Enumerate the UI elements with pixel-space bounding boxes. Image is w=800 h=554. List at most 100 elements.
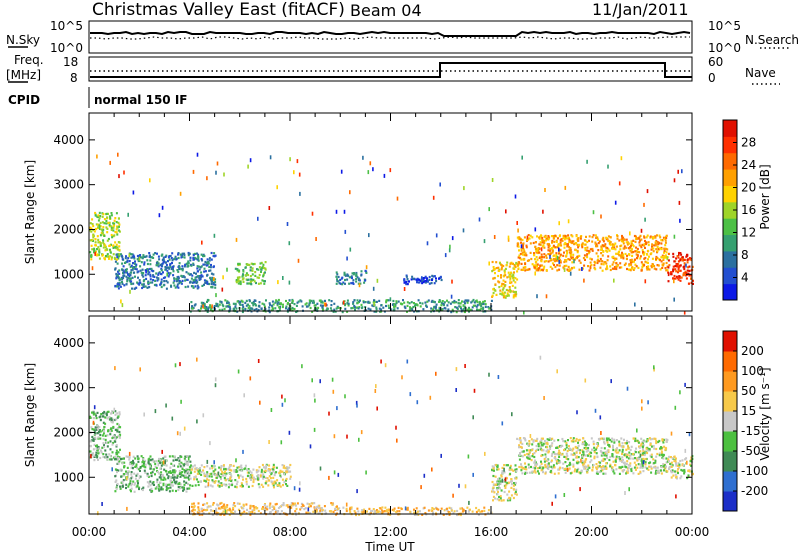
scatter-cell bbox=[641, 266, 644, 269]
scatter-cell bbox=[473, 301, 476, 304]
scatter-cell bbox=[104, 416, 107, 419]
scatter-cell bbox=[500, 276, 502, 279]
scatter-cell bbox=[654, 244, 657, 247]
scatter-cell bbox=[157, 277, 160, 280]
scatter-cell bbox=[642, 251, 644, 254]
scatter-cell bbox=[173, 469, 176, 472]
scatter-cell bbox=[210, 282, 213, 285]
scatter-cell bbox=[286, 484, 289, 487]
scatter-cell bbox=[184, 470, 187, 473]
scatter-cell bbox=[174, 476, 177, 480]
scatter-cell bbox=[531, 448, 534, 452]
scatter-cell bbox=[543, 457, 546, 461]
scatter-cell bbox=[542, 269, 545, 272]
scatter-cell bbox=[364, 279, 367, 282]
scatter-cell bbox=[600, 248, 603, 251]
scatter-cell bbox=[641, 263, 644, 266]
scatter-cell bbox=[190, 264, 193, 267]
scatter-cell bbox=[111, 436, 114, 440]
scatter-cell bbox=[211, 467, 214, 470]
scatter-noise bbox=[179, 191, 182, 196]
scatter-cell bbox=[184, 459, 187, 462]
scatter-cell bbox=[197, 286, 200, 289]
scatter-cell bbox=[576, 462, 579, 465]
scatter-cell bbox=[581, 443, 584, 446]
scatter-cell bbox=[244, 274, 247, 277]
scatter-cell bbox=[687, 258, 690, 261]
scatter-cell bbox=[241, 310, 244, 314]
scatter-cell bbox=[370, 510, 372, 513]
scatter-noise bbox=[367, 170, 370, 175]
scatter-cell bbox=[645, 236, 648, 239]
scatter-cell bbox=[295, 304, 298, 307]
scatter-cell bbox=[181, 252, 184, 255]
scatter-cell bbox=[602, 457, 605, 461]
scatter-cell bbox=[234, 305, 237, 309]
scatter-cell bbox=[546, 446, 549, 449]
scatter-cell bbox=[178, 279, 181, 283]
scatter-cell bbox=[202, 503, 205, 506]
scatter-cell bbox=[244, 464, 247, 467]
scatter-cell bbox=[192, 256, 195, 259]
scatter-cell bbox=[176, 276, 179, 279]
scatter-cell bbox=[587, 252, 590, 255]
scatter-cell bbox=[252, 301, 255, 304]
scatter-cell bbox=[101, 215, 104, 218]
scatter-cell bbox=[270, 309, 273, 312]
scatter-cell bbox=[335, 307, 338, 310]
scatter-cell bbox=[529, 251, 532, 254]
scatter-cell bbox=[197, 309, 200, 312]
scatter-cell bbox=[318, 504, 321, 507]
scatter-cell bbox=[633, 461, 636, 464]
scatter-cell bbox=[463, 300, 466, 303]
scatter-cell bbox=[649, 235, 652, 238]
scatter-cell bbox=[514, 293, 517, 296]
scatter-cell bbox=[122, 265, 125, 268]
scatter-cell bbox=[120, 486, 123, 489]
scatter-cell bbox=[543, 235, 546, 238]
scatter-cell bbox=[619, 245, 622, 248]
scatter-cell bbox=[121, 262, 124, 265]
scatter-cell bbox=[618, 442, 621, 446]
scatter-cell bbox=[563, 243, 566, 246]
scatter-cell bbox=[414, 303, 417, 306]
scatter-cell bbox=[506, 477, 508, 480]
scatter-cell bbox=[200, 275, 202, 279]
scatter-cell bbox=[369, 308, 372, 311]
scatter-cell bbox=[358, 513, 361, 516]
scatter-cell bbox=[616, 235, 619, 238]
scatter-cell bbox=[637, 237, 640, 240]
scatter-cell bbox=[110, 228, 113, 231]
scatter-cell bbox=[116, 226, 119, 229]
scatter-cell bbox=[190, 471, 193, 474]
scatter-cell bbox=[172, 281, 175, 284]
scatter-cell bbox=[285, 466, 288, 469]
scatter-cell bbox=[96, 424, 99, 427]
scatter-cell bbox=[122, 276, 125, 280]
scatter-cell bbox=[259, 262, 262, 265]
scatter-cell bbox=[169, 470, 172, 473]
scatter-cell bbox=[127, 474, 130, 477]
scatter-cell bbox=[500, 264, 503, 267]
scatter-cell bbox=[541, 255, 543, 259]
scatter-cell bbox=[328, 299, 331, 302]
scatter-cell bbox=[625, 241, 628, 244]
scatter-cell bbox=[392, 509, 395, 512]
scatter-cell bbox=[198, 265, 200, 268]
scatter-cell bbox=[108, 221, 111, 224]
scatter-cell bbox=[620, 266, 623, 269]
scatter-cell bbox=[586, 253, 589, 256]
scatter-cell bbox=[132, 459, 134, 462]
scatter-cell bbox=[520, 469, 523, 472]
scatter-cell bbox=[118, 241, 121, 244]
scatter-cell bbox=[493, 277, 496, 280]
scatter-cell bbox=[154, 279, 157, 282]
scatter-cell bbox=[134, 260, 136, 263]
scatter-cell bbox=[268, 475, 271, 478]
scatter-cell bbox=[641, 445, 644, 448]
scatter-cell bbox=[179, 463, 182, 466]
scatter-cell bbox=[547, 462, 550, 465]
scatter-cell bbox=[215, 511, 218, 514]
scatter-cell bbox=[177, 457, 180, 460]
scatter-cell bbox=[547, 235, 550, 238]
